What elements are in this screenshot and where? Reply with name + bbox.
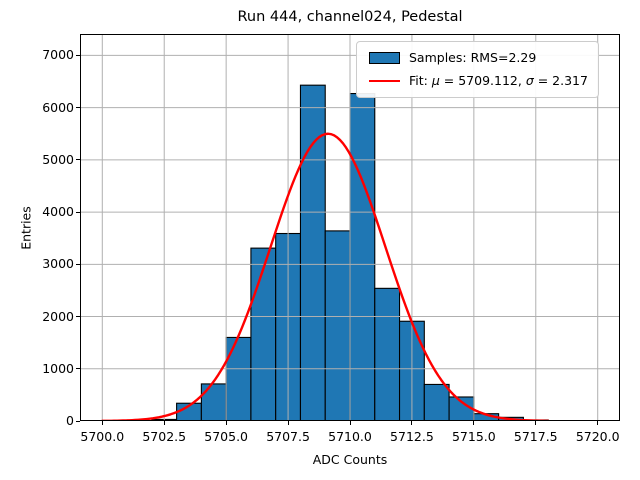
x-tickmark [101,421,103,425]
x-tick-label: 5715.0 [451,429,496,444]
x-tick-label: 5705.0 [204,429,249,444]
legend: Samples: RMS=2.29 Fit: μ = 5709.112, σ =… [356,41,599,98]
y-tickmark [76,107,80,109]
histogram-bar [423,383,450,421]
legend-entry-samples: Samples: RMS=2.29 [365,48,588,68]
x-tick-label: 5707.5 [266,429,310,444]
plot-svg [80,34,620,421]
x-tickmark [411,421,413,425]
y-tickmark [76,159,80,161]
y-tickmark [76,211,80,213]
histogram-bar [349,92,376,421]
y-tick-label: 6000 [42,99,74,115]
x-tickmark [287,421,289,425]
axes-spines [80,34,620,421]
y-tick-label: 2000 [42,308,74,324]
x-tick-label: 5702.5 [142,429,187,444]
histogram-bar [324,230,351,421]
x-tick-label: 5712.5 [390,429,434,444]
y-tickmark [76,368,80,370]
plot-area [80,34,620,421]
legend-samples-label: Samples: RMS=2.29 [409,49,537,65]
x-tickmark [163,421,165,425]
histogram-bar [200,383,227,421]
histogram-bar [250,247,277,421]
x-tickmark [535,421,537,425]
y-tick-label: 1000 [42,360,74,376]
y-tick-label: 3000 [42,256,74,272]
legend-entry-fit: Fit: μ = 5709.112, σ = 2.317 [365,71,588,91]
histogram-bar [374,287,401,421]
chart-title: Run 444, channel024, Pedestal [237,9,463,25]
y-tick-label: 5000 [42,151,74,167]
x-tickmark [473,421,475,425]
x-tickmark [349,421,351,425]
x-tickmark [597,421,599,425]
y-tick-label: 7000 [42,47,74,63]
fit-curve [101,132,550,421]
y-tick-label: 4000 [42,204,74,220]
y-tickmark [76,316,80,318]
x-axis-label: ADC Counts [312,452,388,467]
y-tickmark [76,54,80,56]
y-tickmark [76,263,80,265]
samples-swatch [369,52,400,64]
y-tickmark [76,420,80,422]
legend-fit-label: Fit: μ = 5709.112, σ = 2.317 [409,72,588,88]
x-tickmark [225,421,227,425]
fit-line-swatch [369,79,400,83]
histogram-bar [225,336,252,421]
x-tick-label: 5710.0 [328,429,372,444]
x-tick-label: 5700.0 [80,429,125,444]
y-tick-label: 0 [66,413,74,428]
x-tick-label: 5717.5 [513,429,558,444]
x-tick-label: 5720.0 [575,429,620,444]
